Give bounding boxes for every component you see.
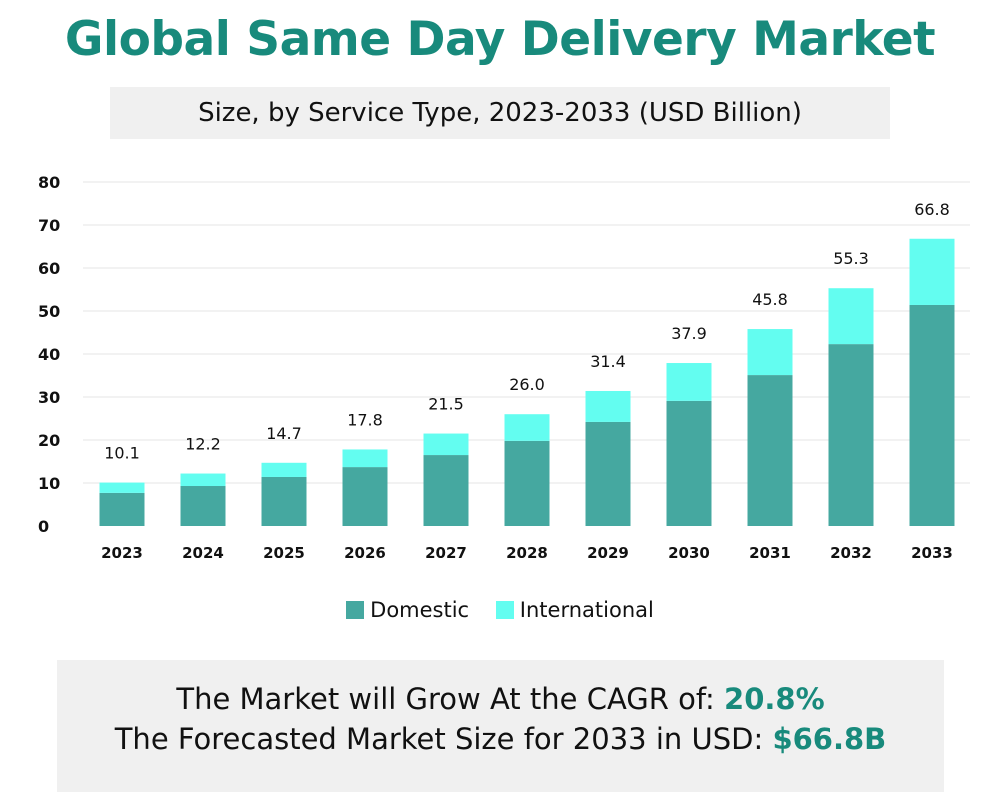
cagr-line: The Market will Grow At the CAGR of: 20.… [176,682,825,716]
bar-international-2024 [180,473,226,487]
data-label: 14.7 [266,424,302,443]
data-label: 31.4 [590,352,626,371]
y-tick-label: 70 [38,216,60,235]
y-tick-label: 40 [38,345,60,364]
data-label: 45.8 [752,290,788,309]
bar-international-2023 [99,482,145,493]
bar-domestic-2030 [666,400,712,526]
x-tick-label: 2023 [101,544,143,562]
summary-box: The Market will Grow At the CAGR of: 20.… [57,660,944,792]
chart-subtitle: Size, by Service Type, 2023-2033 (USD Bi… [110,87,890,139]
legend-swatch-domestic [346,601,365,619]
bar-international-2030 [666,363,712,401]
legend-label: Domestic [370,598,470,622]
x-tick-label: 2027 [425,544,467,562]
x-tick-label: 2024 [182,544,224,562]
bar-domestic-2033 [909,304,955,526]
chart-title: Global Same Day Delivery Market [64,12,936,67]
y-tick-label: 50 [38,302,60,321]
cagr-value: 20.8% [724,682,825,716]
bar-domestic-2027 [423,455,469,526]
bar-domestic-2023 [99,492,145,526]
x-tick-label: 2033 [911,544,953,562]
x-tick-label: 2025 [263,544,305,562]
bar-domestic-2026 [342,467,388,526]
bar-chart: 0102030405060708010.1202312.2202414.7202… [38,173,970,562]
data-label: 21.5 [428,395,464,414]
bar-international-2028 [504,414,550,441]
y-tick-label: 30 [38,388,60,407]
y-tick-label: 60 [38,259,60,278]
bar-domestic-2031 [747,375,793,526]
data-label: 66.8 [914,200,950,219]
legend-swatch-international [495,601,514,619]
x-tick-label: 2032 [830,544,872,562]
data-label: 55.3 [833,249,869,268]
x-tick-label: 2029 [587,544,629,562]
y-tick-label: 0 [38,517,49,536]
legend-domestic: Domestic [346,598,469,622]
bar-international-2025 [261,462,307,477]
bar-domestic-2029 [585,421,631,526]
legend-international: International [495,598,654,622]
bar-domestic-2032 [828,344,874,526]
data-label: 26.0 [509,375,545,394]
x-tick-label: 2026 [344,544,386,562]
forecast-value: $66.8B [772,722,887,756]
legend-label: International [519,598,654,622]
bar-domestic-2025 [261,476,307,526]
y-tick-label: 20 [38,431,60,450]
forecast-line: The Forecasted Market Size for 2033 in U… [114,722,887,756]
x-tick-label: 2031 [749,544,791,562]
y-tick-label: 80 [38,173,60,192]
x-tick-label: 2028 [506,544,548,562]
y-tick-label: 10 [38,474,60,493]
data-label: 12.2 [185,435,221,454]
x-tick-label: 2030 [668,544,710,562]
bar-international-2032 [828,288,874,345]
legend: Domestic International [0,598,1000,622]
bar-international-2026 [342,449,388,468]
bar-domestic-2028 [504,440,550,526]
data-label: 37.9 [671,324,707,343]
bar-international-2027 [423,433,469,456]
bar-international-2031 [747,329,793,376]
bar-international-2033 [909,238,955,305]
data-label: 10.1 [104,444,140,463]
bar-international-2029 [585,390,631,422]
data-label: 17.8 [347,410,383,429]
bar-domestic-2024 [180,486,226,526]
